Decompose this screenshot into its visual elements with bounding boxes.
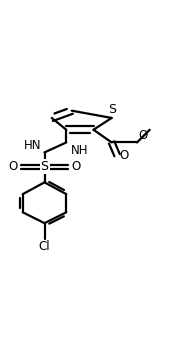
Text: S: S [41, 161, 48, 174]
Text: O: O [119, 149, 128, 162]
Text: O: O [139, 128, 148, 142]
Text: O: O [72, 161, 81, 174]
Text: Cl: Cl [39, 240, 50, 253]
Text: NH: NH [71, 144, 88, 157]
Text: HN: HN [23, 138, 41, 151]
Text: O: O [8, 161, 17, 174]
Text: S: S [108, 103, 116, 117]
